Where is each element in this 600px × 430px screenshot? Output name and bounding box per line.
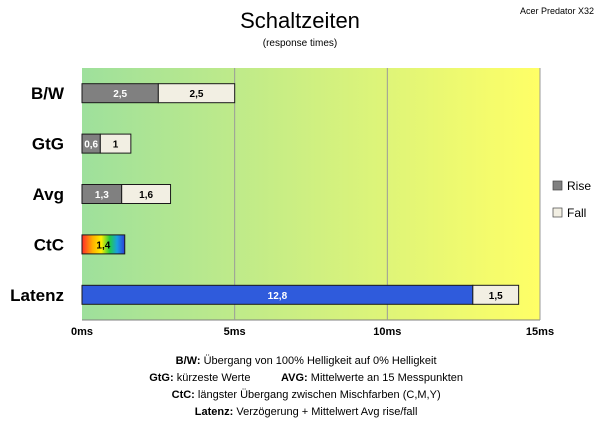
bars-layer: 2,5 2,5 0,6 1 1,3 1,6 1,4 12,8 1,5 — [81, 83, 520, 305]
chart-svg: Schaltzeiten (response times) Acer Preda… — [10, 6, 594, 338]
bar-fall — [157, 83, 236, 104]
footnote-gtg-avg: GtG: kürzeste Werte AVG: Mittelwerte an … — [0, 360, 600, 396]
footnote-latenz-text: Verzögerung + Mittelwert Avg rise/fall — [233, 406, 418, 418]
data-label: 1,5 — [489, 291, 503, 302]
category-label: Avg — [33, 185, 65, 204]
footnote-latenz-key: Latenz: — [194, 406, 234, 418]
legend: Rise Fall — [552, 179, 591, 220]
x-tick-labels: 0ms 5ms 10ms 15ms — [71, 326, 554, 338]
footnote-ctc: CtC: längster Übergang zwischen Mischfar… — [0, 377, 600, 413]
data-label: 1,4 — [96, 240, 110, 251]
category-label: Latenz — [10, 286, 64, 305]
footnote-avg-text: Mittelwerte an 15 Messpunkten — [307, 372, 464, 384]
legend-label-fall: Fall — [567, 206, 586, 220]
chart: Schaltzeiten (response times) Acer Preda… — [0, 6, 600, 418]
legend-swatch-rise — [552, 180, 563, 191]
footnote-gtg-key: GtG: — [149, 372, 174, 384]
x-tick-label: 0ms — [71, 326, 93, 338]
footnote-latenz: Latenz: Verzögerung + Mittelwert Avg ris… — [0, 394, 600, 430]
x-tick-label: 10ms — [373, 326, 401, 338]
bar-fall — [121, 184, 172, 204]
bar-fall — [472, 284, 520, 305]
x-tick-label: 5ms — [224, 326, 246, 338]
x-tick-label: 15ms — [526, 326, 554, 338]
data-label: 1,6 — [139, 190, 153, 201]
footnote-bw-text: Übergang von 100% Helligkeit auf 0% Hell… — [200, 355, 437, 367]
data-label: 0,6 — [84, 140, 98, 151]
corner-label: Acer Predator X32 — [520, 6, 594, 16]
category-labels: B/W GtG Avg CtC Latenz — [10, 84, 65, 305]
footnote-bw-key: B/W: — [175, 355, 201, 367]
footnote-bw: B/W: Übergang von 100% Helligkeit auf 0%… — [0, 343, 600, 379]
footnote-avg-key: AVG: — [281, 372, 308, 384]
bar-fall — [99, 133, 132, 154]
chart-title: Schaltzeiten — [240, 8, 360, 33]
legend-swatch-fall — [552, 207, 563, 218]
data-label: 2,5 — [190, 89, 204, 100]
footnote-gtg-text: kürzeste Werte — [173, 372, 251, 384]
legend-label-rise: Rise — [567, 179, 591, 193]
category-label: CtC — [34, 235, 64, 254]
footnote-ctc-key: CtC: — [171, 389, 195, 401]
footnote-ctc-text: längster Übergang zwischen Mischfarben (… — [194, 389, 441, 401]
data-label: 12,8 — [268, 291, 288, 302]
data-label: 1 — [113, 140, 119, 151]
bar-rise — [81, 234, 126, 255]
category-label: GtG — [32, 135, 64, 154]
data-label: 2,5 — [113, 89, 127, 100]
grid-layer — [234, 68, 541, 320]
category-label: B/W — [31, 84, 65, 103]
chart-subtitle: (response times) — [263, 38, 337, 49]
data-label: 1,3 — [95, 190, 109, 201]
